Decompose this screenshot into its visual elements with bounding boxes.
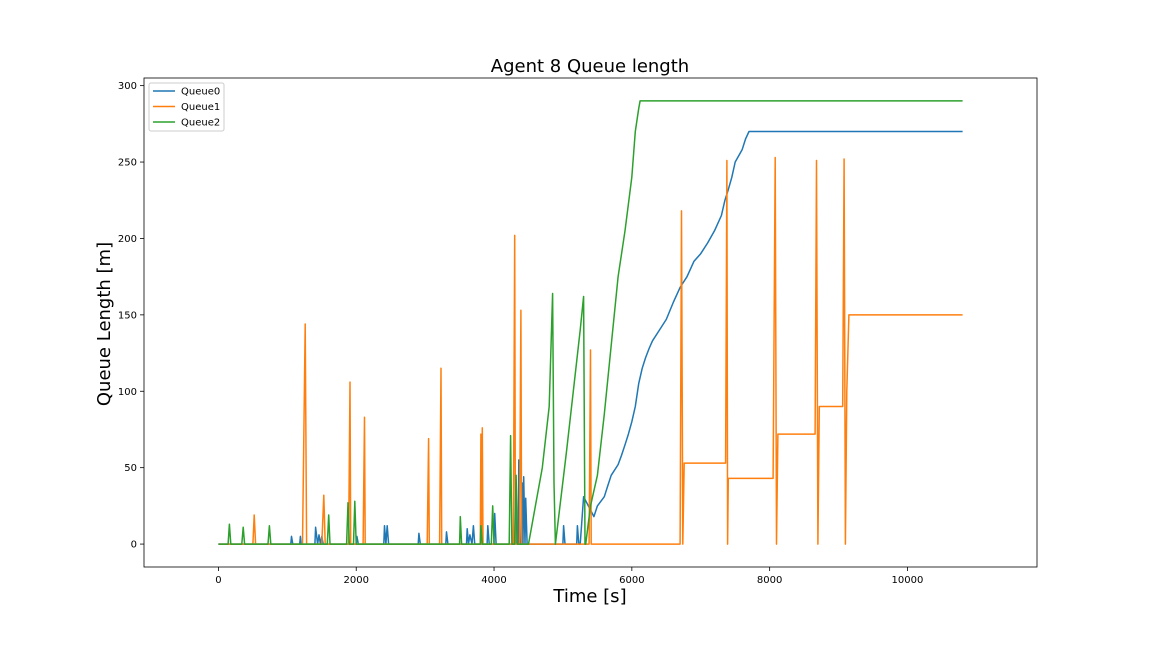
series-line-queue2 xyxy=(218,100,963,545)
y-tick-label: 150 xyxy=(118,310,137,321)
y-tick-label: 300 xyxy=(118,81,137,92)
legend: Queue0 Queue1 Queue2 xyxy=(148,82,225,132)
axes: 0 2000 4000 6000 8000 10000 0 50 100 150 200 250 300 xyxy=(118,77,1038,586)
x-tick-label: 2000 xyxy=(343,575,368,586)
y-tick-label: 250 xyxy=(118,158,137,169)
legend-box xyxy=(148,82,225,132)
x-tick-label: 6000 xyxy=(619,575,644,586)
y-axis-label: Queue Length [m] xyxy=(94,242,115,406)
legend-label-queue0: Queue0 xyxy=(181,87,220,98)
y-tick-label: 50 xyxy=(124,463,137,474)
y-tick-label: 100 xyxy=(118,387,137,398)
legend-label-queue2: Queue2 xyxy=(181,118,220,129)
legend-label-queue1: Queue1 xyxy=(181,102,220,113)
y-tick-label: 0 xyxy=(131,540,137,551)
x-tick-label: 8000 xyxy=(757,575,782,586)
x-tick-label: 4000 xyxy=(481,575,506,586)
plot-area xyxy=(218,100,963,545)
series-line-queue1 xyxy=(218,156,963,545)
x-axis-label: Time [s] xyxy=(552,586,626,607)
x-tick-label: 10000 xyxy=(892,575,924,586)
plot-frame xyxy=(143,77,1038,568)
y-tick-label: 200 xyxy=(118,234,137,245)
x-tick-label: 0 xyxy=(215,575,221,586)
chart-title: Agent 8 Queue length xyxy=(491,56,689,77)
